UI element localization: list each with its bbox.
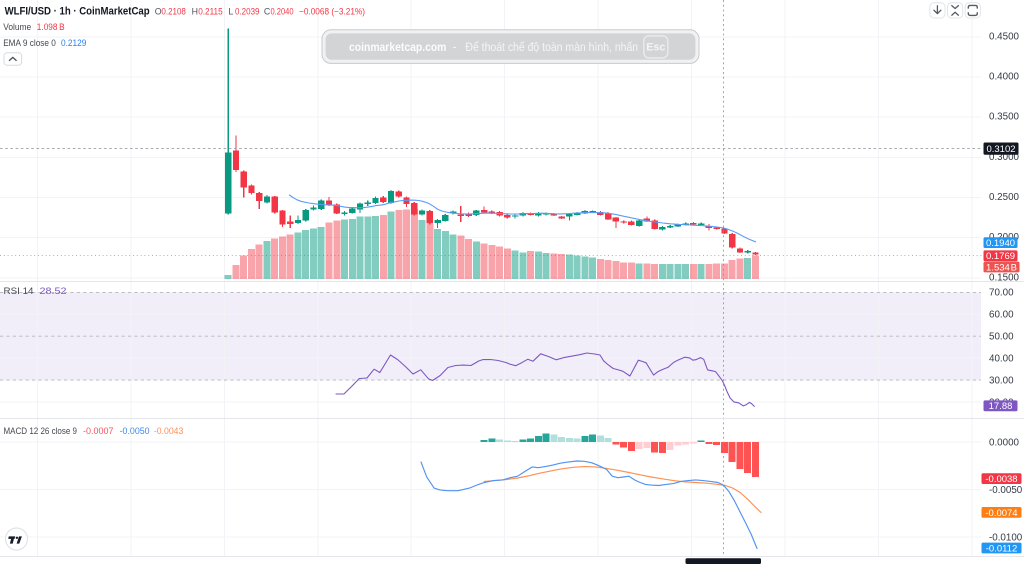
- svg-text:H: H: [192, 6, 198, 16]
- svg-text:coinmarketcap.com: coinmarketcap.com: [349, 40, 446, 54]
- svg-text:0.0000: 0.0000: [989, 437, 1020, 448]
- svg-text:O: O: [155, 6, 162, 16]
- svg-text:0.3102: 0.3102: [986, 144, 1015, 155]
- svg-text:0.4500: 0.4500: [989, 32, 1020, 43]
- svg-text:-: -: [453, 40, 457, 54]
- svg-text:28.52: 28.52: [40, 286, 67, 296]
- svg-text:-0.0050: -0.0050: [989, 485, 1023, 496]
- svg-text:EMA 9 close 0: EMA 9 close 0: [3, 38, 56, 48]
- svg-text:0.2108: 0.2108: [161, 6, 186, 16]
- svg-text:40.00: 40.00: [989, 353, 1014, 364]
- svg-text:0.2500: 0.2500: [989, 192, 1020, 203]
- svg-text:WLFI/USD · 1h · CoinMarketCap: WLFI/USD · 1h · CoinMarketCap: [5, 6, 150, 18]
- svg-text:Volume: Volume: [3, 22, 31, 32]
- svg-text:-0.0038: -0.0038: [985, 474, 1017, 485]
- svg-text:0.2129: 0.2129: [61, 38, 86, 48]
- svg-text:50.00: 50.00: [989, 332, 1014, 343]
- svg-text:0.2115: 0.2115: [198, 6, 223, 16]
- svg-text:0.3000: 0.3000: [989, 152, 1020, 163]
- svg-text:Esc: Esc: [646, 42, 665, 54]
- svg-text:0.4000: 0.4000: [989, 72, 1020, 83]
- svg-text:-0.0100: -0.0100: [989, 533, 1023, 544]
- svg-text:0.1500: 0.1500: [989, 272, 1020, 283]
- svg-text:0.1769: 0.1769: [986, 251, 1015, 262]
- svg-text:60.00: 60.00: [989, 310, 1014, 321]
- svg-text:0.2039: 0.2039: [235, 6, 260, 16]
- svg-text:-0.0007: -0.0007: [83, 426, 114, 436]
- svg-text:0.1940: 0.1940: [986, 238, 1015, 249]
- svg-text:L: L: [228, 6, 233, 16]
- svg-text:-0.0043: -0.0043: [154, 426, 183, 436]
- svg-text:-0.0112: -0.0112: [986, 543, 1018, 554]
- svg-text:30.00: 30.00: [989, 375, 1014, 386]
- svg-text:C: C: [264, 6, 271, 16]
- svg-text:0.3500: 0.3500: [989, 112, 1020, 123]
- svg-text:1.534 B: 1.534 B: [986, 262, 1017, 273]
- svg-text:17.88: 17.88: [989, 401, 1013, 412]
- svg-text:Để thoát chế độ toàn màn hình,: Để thoát chế độ toàn màn hình, nhấn: [465, 40, 638, 54]
- svg-text:RSI 14: RSI 14: [4, 286, 34, 296]
- svg-text:MACD 12 26 close 9: MACD 12 26 close 9: [4, 426, 78, 436]
- svg-text:70.00: 70.00: [989, 288, 1014, 299]
- svg-text:−0.0068 (−3.21%): −0.0068 (−3.21%): [299, 6, 365, 16]
- svg-text:1.098 B: 1.098 B: [37, 22, 65, 32]
- svg-text:-0.0074: -0.0074: [985, 508, 1017, 519]
- svg-text:0.2040: 0.2040: [271, 6, 294, 16]
- svg-text:-0.0050: -0.0050: [120, 426, 150, 436]
